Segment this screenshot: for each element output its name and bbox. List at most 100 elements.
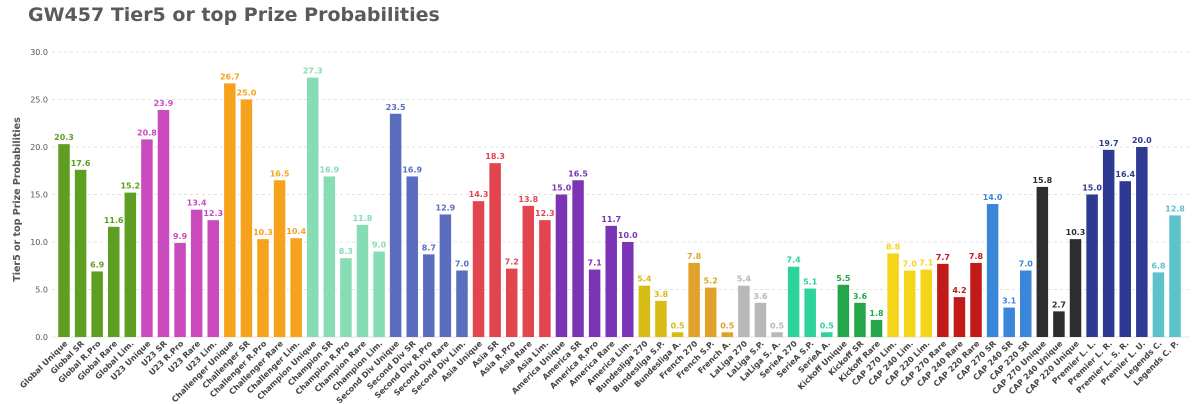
data-label: 16.9: [319, 165, 339, 174]
bar: [970, 262, 982, 337]
data-label: 10.3: [1066, 228, 1086, 237]
data-label: 3.6: [853, 292, 868, 301]
bar: [804, 288, 816, 337]
y-tick-label: 10.0: [30, 238, 48, 247]
data-label: 7.1: [919, 259, 934, 268]
bar: [903, 270, 916, 337]
bar: [356, 224, 369, 337]
data-label: 2.7: [1052, 300, 1066, 309]
bar: [124, 192, 137, 337]
data-label: 5.5: [836, 274, 851, 283]
bar: [1053, 311, 1065, 337]
data-label: 26.7: [220, 72, 240, 81]
bar: [290, 238, 302, 337]
bar: [953, 297, 966, 337]
data-label: 0.5: [720, 321, 735, 330]
y-axis-label: Tier5 or top Prize Probabilities: [12, 117, 23, 282]
bar: [1136, 147, 1148, 337]
data-label: 23.9: [154, 99, 174, 108]
bar: [141, 139, 153, 337]
bar: [937, 263, 949, 337]
data-label: 5.4: [637, 275, 652, 284]
bar: [273, 180, 286, 337]
data-label: 12.8: [1165, 204, 1185, 213]
chart-title: GW457 Tier5 or top Prize Probabilities: [28, 4, 440, 26]
data-label: 9.0: [372, 241, 387, 250]
y-tick-label: 25.0: [30, 96, 48, 105]
data-label: 15.0: [1082, 184, 1102, 193]
bar: [1086, 194, 1098, 337]
data-label: 8.3: [339, 247, 353, 256]
bar: [1036, 186, 1049, 337]
y-tick-label: 30.0: [30, 48, 48, 57]
data-label: 11.7: [601, 215, 621, 224]
data-label: 15.0: [552, 184, 572, 193]
y-tick-label: 20.0: [30, 143, 48, 152]
data-label: 8.7: [422, 243, 436, 252]
data-label: 6.9: [90, 260, 105, 269]
bar: [821, 332, 833, 337]
data-label: 12.3: [203, 209, 223, 218]
bar: [1020, 270, 1032, 337]
data-label: 14.0: [983, 193, 1003, 202]
data-label: 20.0: [1132, 136, 1152, 145]
bar: [986, 204, 999, 337]
bar: [423, 254, 435, 337]
data-label: 13.4: [187, 199, 207, 208]
data-label: 13.8: [518, 195, 538, 204]
data-label: 5.1: [803, 278, 818, 287]
data-label: 17.6: [71, 159, 91, 168]
bar: [306, 77, 319, 338]
data-label: 25.0: [237, 89, 257, 98]
bar: [505, 268, 518, 337]
bar: [489, 163, 501, 337]
bar: [555, 194, 568, 337]
data-label: 20.3: [54, 133, 74, 142]
data-label: 7.0: [903, 260, 918, 269]
bar: [671, 332, 684, 337]
bar: [754, 302, 767, 337]
data-label: 23.5: [386, 103, 406, 112]
bar: [58, 144, 70, 337]
data-label: 7.1: [588, 259, 603, 268]
data-label: 15.2: [120, 182, 140, 191]
data-label: 7.8: [687, 252, 702, 261]
data-label: 3.1: [1002, 297, 1017, 306]
bar: [340, 258, 352, 337]
data-label: 16.9: [402, 165, 422, 174]
bar: [157, 109, 170, 337]
data-label: 7.8: [969, 252, 984, 261]
data-label: 11.6: [104, 216, 124, 225]
y-tick-label: 5.0: [35, 286, 48, 295]
data-label: 15.8: [1032, 176, 1052, 185]
bar: [721, 332, 734, 337]
data-label: 10.0: [618, 231, 638, 240]
bar: [837, 284, 850, 337]
data-label: 10.3: [253, 228, 273, 237]
bar: [887, 253, 899, 337]
data-label: 6.8: [1151, 261, 1166, 270]
data-label: 27.3: [303, 67, 323, 76]
bar: [704, 287, 717, 337]
data-label: 7.4: [787, 256, 802, 265]
bar: [854, 302, 866, 337]
data-label: 11.8: [353, 214, 373, 223]
bar: [439, 214, 452, 337]
bar: [1069, 239, 1082, 337]
bar: [522, 205, 535, 337]
data-label: 0.5: [670, 321, 685, 330]
bar: [655, 300, 667, 337]
bar: [406, 176, 418, 337]
data-label: 3.8: [654, 290, 669, 299]
bar: [1152, 272, 1165, 337]
bar: [240, 99, 253, 337]
data-label: 12.3: [535, 209, 555, 218]
data-label: 3.6: [753, 292, 768, 301]
data-label: 5.2: [704, 277, 718, 286]
bar: [373, 251, 385, 337]
bar: [257, 239, 269, 337]
data-label: 4.2: [952, 286, 966, 295]
bar: [870, 319, 883, 337]
data-label: 16.5: [270, 169, 290, 178]
